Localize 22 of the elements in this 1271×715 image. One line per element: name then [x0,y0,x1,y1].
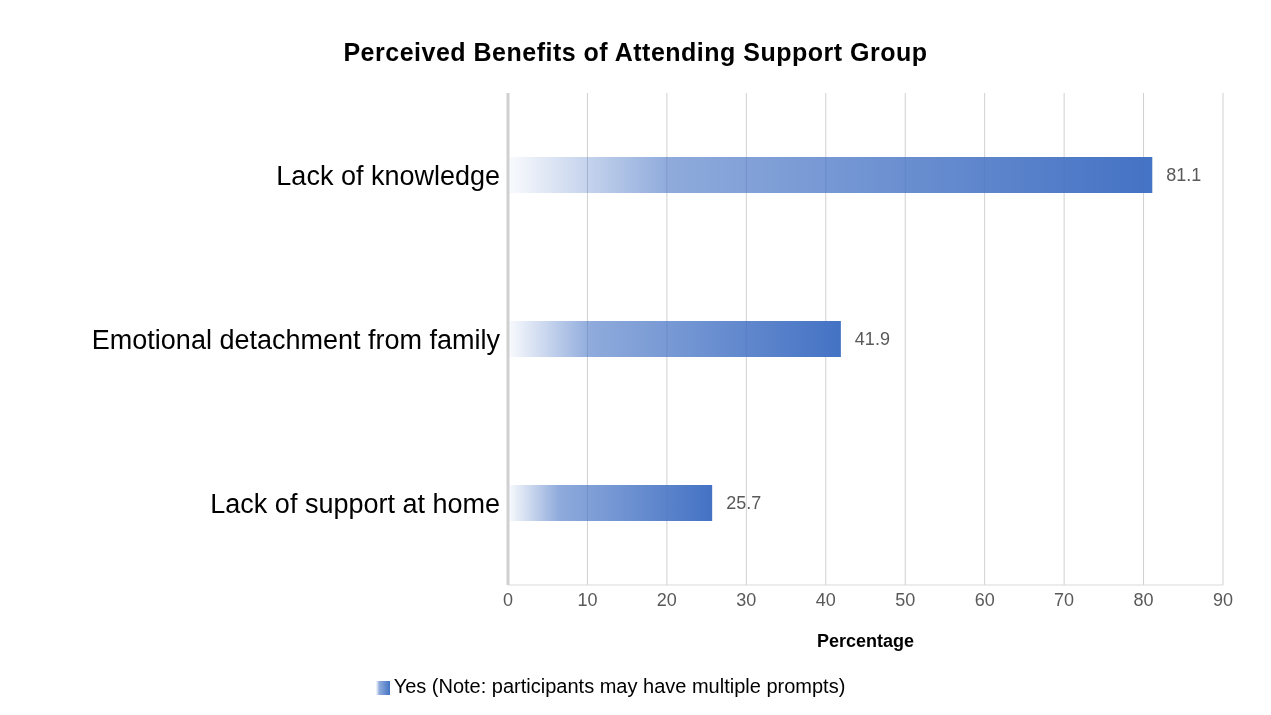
x-tick-label: 70 [1054,589,1075,610]
y-tick-label: Lack of knowledge [276,160,500,191]
bar [508,485,713,521]
y-tick-label: Emotional detachment from family [91,324,501,355]
data-label: 41.9 [854,329,890,350]
x-tick-label: 50 [895,589,916,610]
x-tick-label: 20 [656,589,677,610]
y-tick-label: Lack of support at home [210,488,500,519]
x-tick-label: 0 [502,589,514,610]
legend-label: Yes (Note: participants may have multiple prompts) [393,675,846,697]
x-axis-title: Percentage [816,631,915,651]
x-tick-label: 40 [815,589,836,610]
x-tick-label: 60 [974,589,995,610]
bar [508,157,1153,193]
x-tick-label: 90 [1212,589,1234,610]
data-label: 81.1 [1166,165,1202,186]
chart-title: Perceived Benefits of Attending Support Group [342,37,929,68]
x-tick-label: 30 [736,589,757,610]
x-tick-label: 80 [1133,589,1154,610]
x-tick-label: 10 [577,589,598,610]
data-label: 25.7 [726,493,762,514]
bar [508,321,841,357]
